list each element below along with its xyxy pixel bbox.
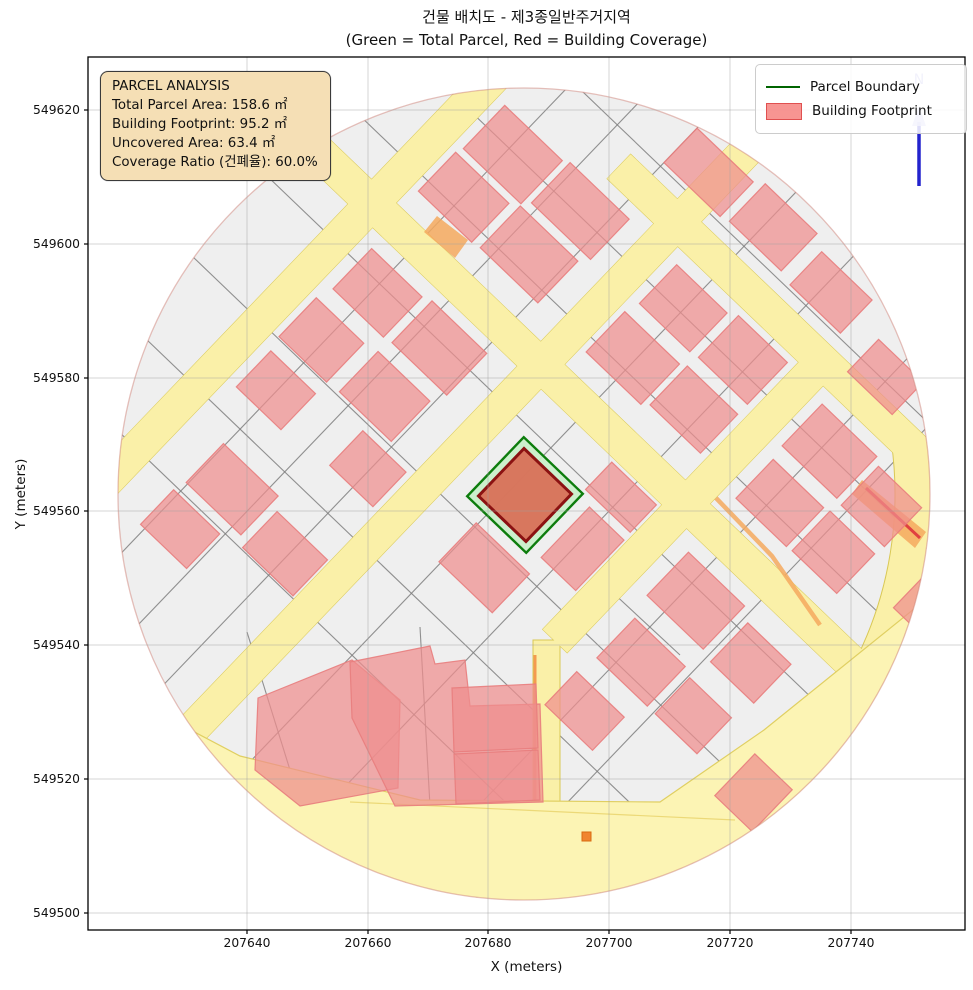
y-tick-label: 549620 — [33, 103, 80, 117]
building — [697, 314, 789, 406]
building — [649, 365, 739, 455]
x-tick-label: 207720 — [706, 936, 754, 950]
grid-lines — [88, 57, 965, 930]
buffer-circle-rim — [117, 87, 931, 901]
target-building-footprint — [476, 446, 574, 544]
road — [118, 88, 602, 594]
building — [332, 247, 423, 339]
building — [462, 104, 564, 205]
building — [663, 127, 755, 218]
road-accent-orange — [714, 496, 822, 627]
building — [596, 617, 687, 707]
green-line-swatch — [766, 86, 800, 88]
info-line-uncovered: Uncovered Area: 63.4 ㎡ — [112, 135, 276, 151]
building — [544, 670, 626, 752]
building — [530, 161, 631, 261]
building — [479, 205, 579, 304]
building — [840, 465, 923, 548]
x-tick-label: 207700 — [585, 936, 633, 950]
building — [654, 676, 733, 755]
building — [789, 250, 873, 334]
building — [846, 338, 925, 416]
tick-marks — [84, 109, 852, 934]
parcel-analysis-box: PARCEL ANALYSIS Total Parcel Area: 158.6… — [100, 71, 331, 181]
title-line-1: 건물 배치도 - 제3종일반주거지역 — [422, 8, 631, 26]
parcel-line — [141, 102, 722, 709]
legend: Parcel Boundary Building Footprint — [755, 64, 967, 134]
x-tick-label: 207660 — [344, 936, 392, 950]
road — [283, 117, 912, 722]
building — [241, 510, 329, 597]
y-tick-label: 549560 — [33, 504, 80, 518]
y-tick-label: 549540 — [33, 638, 80, 652]
building — [139, 488, 221, 570]
red-patch-swatch — [766, 102, 802, 120]
building — [438, 521, 531, 614]
y-tick-label: 549600 — [33, 237, 80, 251]
road-accent-orange — [424, 216, 468, 258]
legend-item-parcel-boundary: Parcel Boundary — [766, 76, 956, 98]
parcel-line — [118, 312, 725, 894]
x-tick-label: 207740 — [827, 936, 875, 950]
building — [235, 350, 317, 431]
road — [166, 127, 771, 755]
building — [328, 429, 407, 508]
building — [584, 461, 658, 534]
building — [791, 510, 876, 595]
building — [540, 506, 625, 592]
x-tick-label: 207680 — [464, 936, 512, 950]
x-tick-label: 207640 — [223, 936, 271, 950]
buildings — [139, 104, 930, 833]
road — [542, 344, 840, 653]
building — [338, 350, 431, 443]
info-line-coverage: Coverage Ratio (건폐율): 60.0% — [112, 154, 318, 170]
info-line-heading: PARCEL ANALYSIS — [112, 79, 230, 94]
y-tick-label: 549580 — [33, 371, 80, 385]
parcel-line — [609, 589, 681, 656]
building — [646, 551, 746, 651]
building — [391, 300, 488, 396]
y-tick-label: 549500 — [33, 906, 80, 920]
legend-item-building-footprint: Building Footprint — [766, 100, 956, 122]
x-axis-label: X (meters) — [490, 959, 563, 975]
parcel-line — [451, 88, 930, 547]
legend-label: Building Footprint — [812, 103, 932, 119]
small-orange-building — [581, 831, 592, 842]
building — [709, 622, 792, 704]
building — [417, 151, 510, 244]
building — [453, 749, 541, 805]
plot-border — [87, 56, 966, 931]
title-line-2: (Green = Total Parcel, Red = Building Co… — [345, 31, 708, 49]
info-line-footprint: Building Footprint: 95.2 ㎡ — [112, 116, 288, 132]
y-axis-label: Y (meters) — [13, 458, 29, 530]
info-line-total-area: Total Parcel Area: 158.6 ㎡ — [112, 97, 288, 113]
y-tick-label: 549520 — [33, 772, 80, 786]
building — [735, 458, 825, 548]
plot-title: 건물 배치도 - 제3종일반주거지역 (Green = Total Parcel… — [88, 6, 965, 52]
building — [728, 182, 818, 272]
building — [781, 403, 878, 500]
building — [185, 442, 280, 536]
legend-label: Parcel Boundary — [810, 79, 920, 95]
building — [585, 310, 681, 406]
building — [451, 683, 539, 753]
target-parcel-group — [465, 435, 585, 555]
building — [713, 753, 794, 833]
building — [638, 263, 728, 353]
building — [278, 296, 365, 383]
